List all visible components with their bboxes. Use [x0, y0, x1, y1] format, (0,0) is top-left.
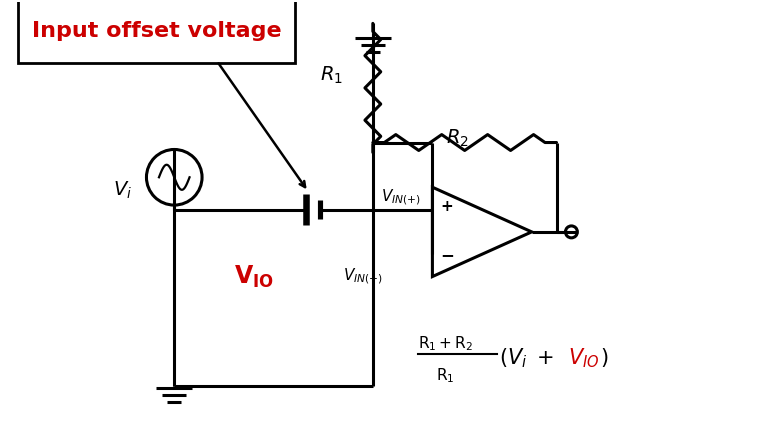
Text: −: − [440, 246, 454, 264]
Text: $V_{IN(+)}$: $V_{IN(+)}$ [381, 187, 421, 207]
Text: $)$: $)$ [601, 346, 608, 369]
Text: Input offset voltage: Input offset voltage [32, 21, 282, 41]
Text: $V_i$: $V_i$ [114, 180, 133, 201]
Text: $R_1$: $R_1$ [320, 64, 343, 86]
Text: $\mathrm{R_1+R_2}$: $\mathrm{R_1+R_2}$ [418, 334, 472, 353]
Text: +: + [440, 199, 453, 214]
Text: $\mathrm{R_1}$: $\mathrm{R_1}$ [436, 366, 455, 384]
Text: $V_{IO}$: $V_{IO}$ [568, 346, 600, 370]
Text: $(V_i\ +\ $: $(V_i\ +\ $ [499, 346, 554, 370]
Text: $\mathbf{V_{IO}}$: $\mathbf{V_{IO}}$ [233, 264, 273, 290]
Text: $R_2$: $R_2$ [446, 127, 468, 149]
Text: $V_{IN(-)}$: $V_{IN(-)}$ [343, 267, 383, 286]
FancyBboxPatch shape [18, 0, 296, 63]
